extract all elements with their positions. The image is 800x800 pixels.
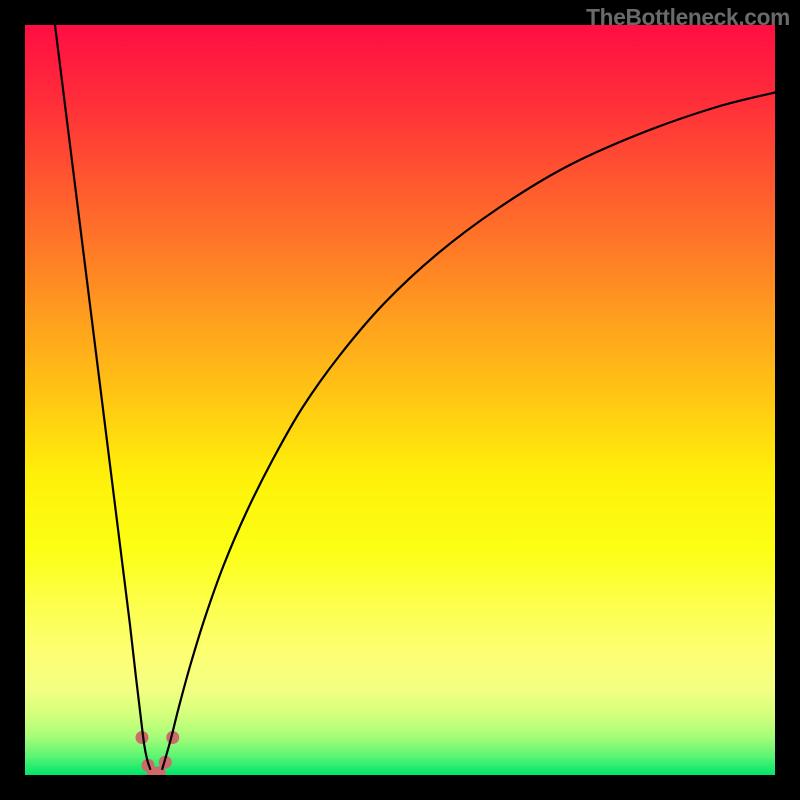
markers-group: [136, 731, 180, 775]
watermark-text: TheBottleneck.com: [586, 4, 790, 31]
curve-left-branch: [55, 25, 150, 769]
chart-frame: TheBottleneck.com: [0, 0, 800, 800]
curve-layer: [25, 25, 775, 775]
curves-group: [55, 25, 775, 769]
plot-area: [25, 25, 775, 775]
curve-right-branch: [162, 93, 775, 770]
